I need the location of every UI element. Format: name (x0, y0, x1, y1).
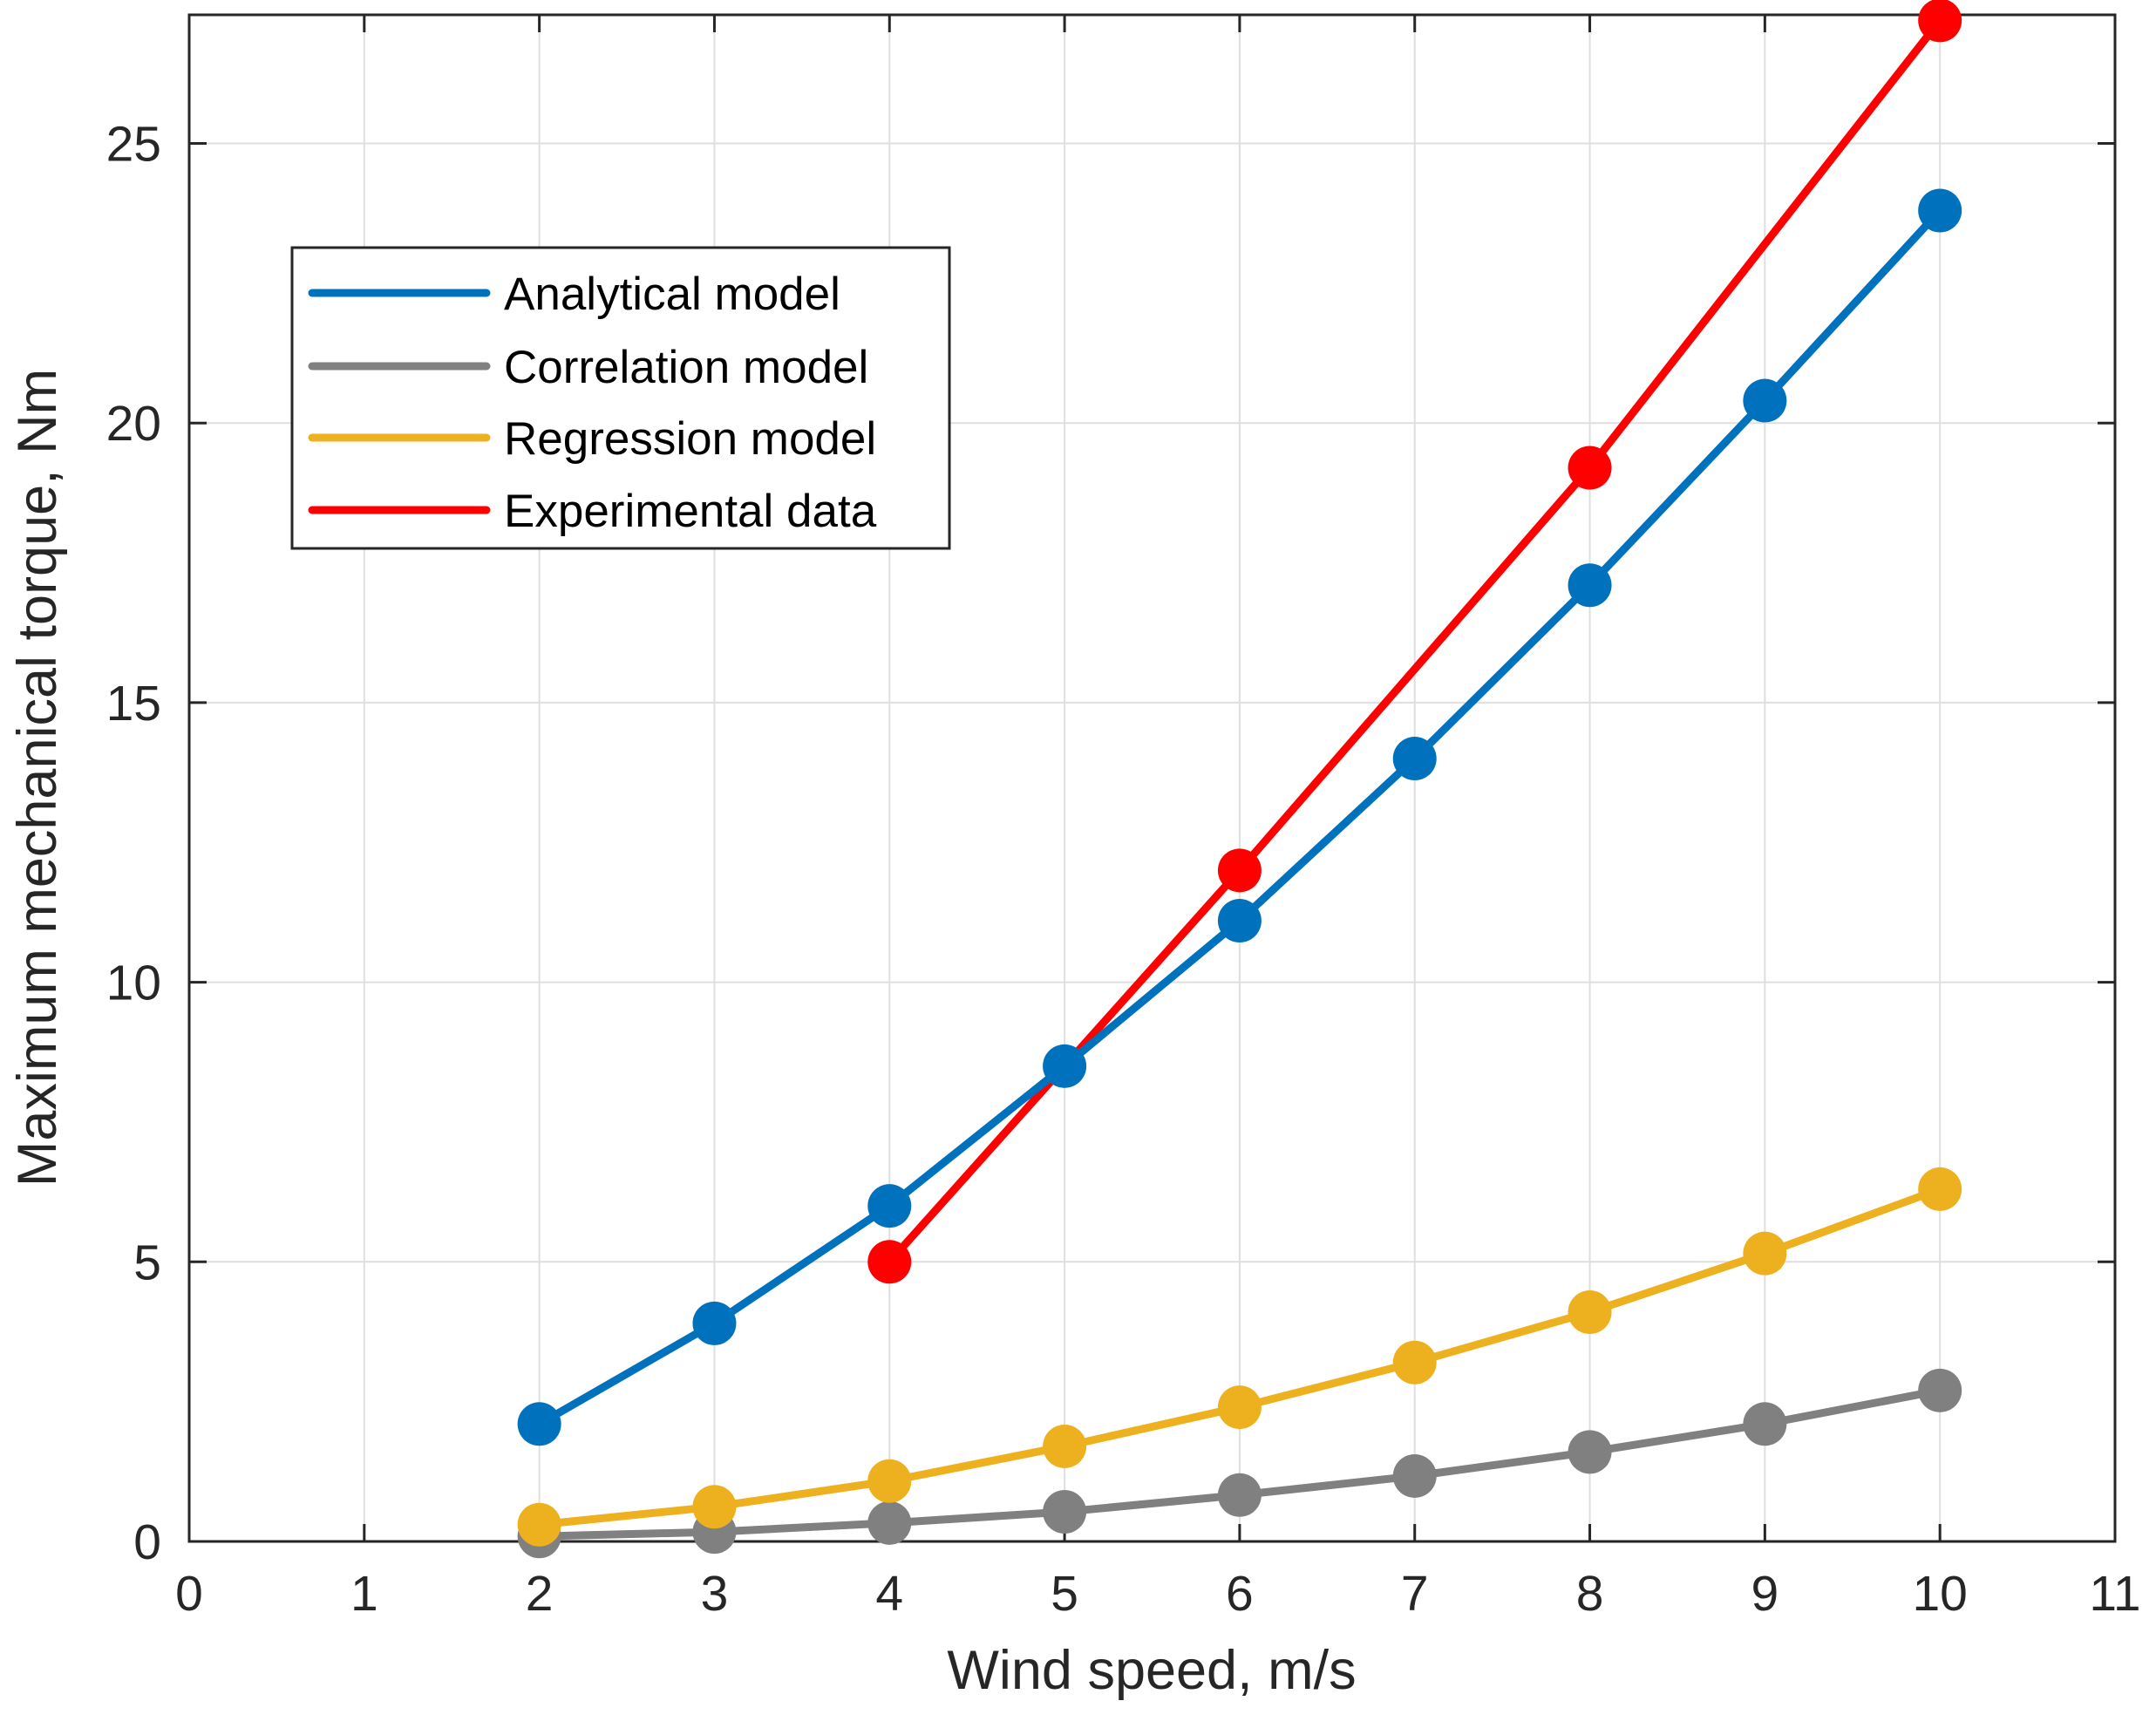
legend: Analytical model Correlation model Regre… (290, 246, 951, 550)
y-tick-label: 25 (106, 117, 161, 173)
data-point-experimental (1568, 446, 1612, 490)
x-tick-label: 6 (1226, 1566, 1254, 1622)
data-point-analytical (1918, 188, 1962, 233)
x-tick-label: 2 (526, 1566, 554, 1622)
x-tick-label: 1 (350, 1566, 378, 1622)
data-point-correlation (1392, 1453, 1437, 1498)
plot-area (189, 15, 2115, 1541)
data-point-regression (692, 1485, 737, 1529)
y-tick-label: 10 (106, 956, 161, 1011)
data-point-analytical (517, 1402, 561, 1446)
x-tick-label: 8 (1576, 1566, 1604, 1622)
series-regression (517, 1167, 1962, 1547)
legend-box (290, 246, 951, 550)
x-tick-label: 11 (2089, 1566, 2140, 1622)
data-point-analytical (692, 1301, 737, 1345)
x-tick-label: 3 (701, 1566, 729, 1622)
data-point-analytical (1043, 1044, 1087, 1088)
data-point-experimental (1918, 0, 1962, 43)
data-point-correlation (1918, 1368, 1962, 1412)
data-point-regression (1392, 1340, 1437, 1385)
legend-label-correlation: Correlation model (504, 342, 868, 393)
x-tick-label: 5 (1051, 1566, 1078, 1622)
data-point-analytical (1217, 899, 1262, 943)
data-point-experimental (1217, 848, 1262, 893)
y-tick-label: 5 (133, 1235, 161, 1290)
x-axis-label: Wind speed, m/s (947, 1640, 1356, 1701)
y-tick-label: 0 (133, 1514, 161, 1570)
x-tick-label: 9 (1751, 1566, 1779, 1622)
series-correlation (517, 1368, 1962, 1559)
x-tick-label: 7 (1401, 1566, 1429, 1622)
data-point-analytical (1743, 378, 1787, 423)
data-point-regression (1217, 1385, 1262, 1430)
data-point-correlation (867, 1500, 912, 1545)
data-point-analytical (867, 1184, 912, 1228)
data-point-correlation (1217, 1473, 1262, 1517)
y-axis-label: Maximum mechanical torque, Nm (7, 369, 68, 1187)
data-point-analytical (1392, 737, 1437, 781)
legend-label-analytical: Analytical model (504, 269, 840, 320)
data-point-regression (517, 1502, 561, 1547)
series-analytical (517, 188, 1962, 1446)
x-tick-label: 0 (175, 1566, 203, 1622)
axes-box (187, 13, 2117, 1543)
x-tick-label: 4 (875, 1566, 903, 1622)
legend-label-experimental: Experimental data (504, 486, 877, 537)
data-point-regression (1743, 1231, 1787, 1276)
data-point-correlation (1743, 1402, 1787, 1446)
data-point-regression (1918, 1167, 1962, 1211)
legend-label-regression: Regression model (504, 413, 876, 465)
axis-ticks: 0 1 2 3 4 5 6 7 8 9 10 11 0 5 10 15 20 25 (106, 15, 2141, 1622)
x-tick-label: 10 (1912, 1566, 1967, 1622)
data-point-regression (1568, 1290, 1612, 1335)
data-point-correlation (1568, 1430, 1612, 1474)
y-tick-label: 20 (106, 396, 161, 452)
data-point-experimental (867, 1240, 912, 1284)
data-point-correlation (1043, 1490, 1087, 1534)
series-layer (517, 0, 1962, 1559)
data-point-regression (867, 1459, 912, 1503)
data-point-regression (1043, 1424, 1087, 1468)
y-tick-label: 15 (106, 676, 161, 731)
data-point-analytical (1568, 563, 1612, 608)
